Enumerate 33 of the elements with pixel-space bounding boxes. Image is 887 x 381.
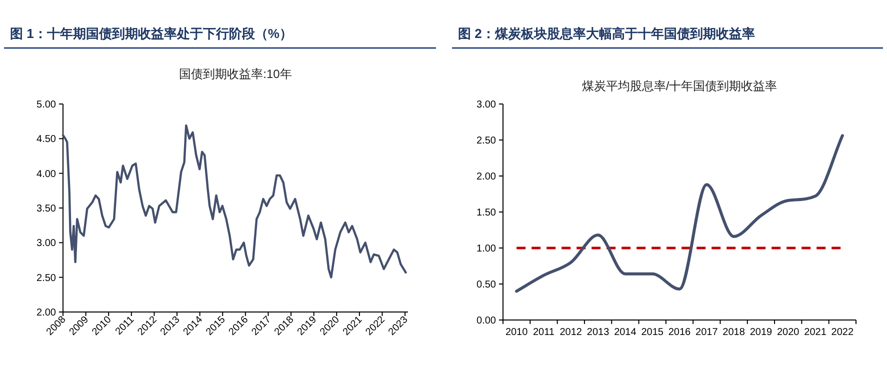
- y-tick-label: 4.00: [36, 168, 56, 180]
- y-tick-label: 3.00: [476, 100, 496, 110]
- y-tick-label: 3.00: [36, 238, 56, 250]
- x-tick-label: 2010: [505, 327, 528, 338]
- y-tick-label: 2.50: [476, 136, 496, 146]
- chart-title: 图 1：十年期国债到期收益率处于下行阶段（%）: [10, 26, 292, 41]
- y-tick-label: 4.50: [36, 134, 56, 146]
- x-tick-label: 2019: [750, 327, 773, 338]
- y-tick-label: 2.00: [36, 308, 56, 318]
- x-tick-label: 2011: [532, 327, 555, 338]
- x-tick-label: 2017: [696, 327, 718, 338]
- y-tick-label: 2.50: [36, 272, 56, 284]
- y-tick-label: 5.00: [36, 100, 56, 110]
- x-tick-label: 2018: [722, 327, 746, 338]
- x-tick-label: 2015: [641, 327, 664, 338]
- y-tick-label: 3.50: [36, 204, 56, 214]
- chart-subtitle: 煤炭平均股息率/十年国债到期收益率: [582, 79, 778, 93]
- x-tick-label: 2013: [586, 327, 610, 338]
- x-tick-label: 2020: [776, 327, 800, 338]
- y-tick-label: 2.00: [476, 172, 496, 182]
- y-tick-label: 1.00: [476, 244, 496, 254]
- chart-title: 图 2：煤炭板块股息率大幅高于十年国债到期收益率: [458, 26, 755, 41]
- x-tick-label: 2021: [804, 327, 827, 338]
- y-tick-label: 1.50: [476, 208, 496, 218]
- x-tick-label: 2016: [668, 327, 692, 338]
- x-tick-label: 2012: [560, 327, 582, 338]
- x-tick-label: 2014: [614, 327, 637, 338]
- line-series: [515, 134, 844, 293]
- chart-subtitle: 国债到期收益率:10年: [179, 67, 292, 81]
- y-tick-label: 0.00: [476, 316, 496, 326]
- x-tick-label: 2022: [831, 327, 854, 338]
- y-tick-label: 0.50: [476, 280, 496, 290]
- line-series: [62, 124, 407, 278]
